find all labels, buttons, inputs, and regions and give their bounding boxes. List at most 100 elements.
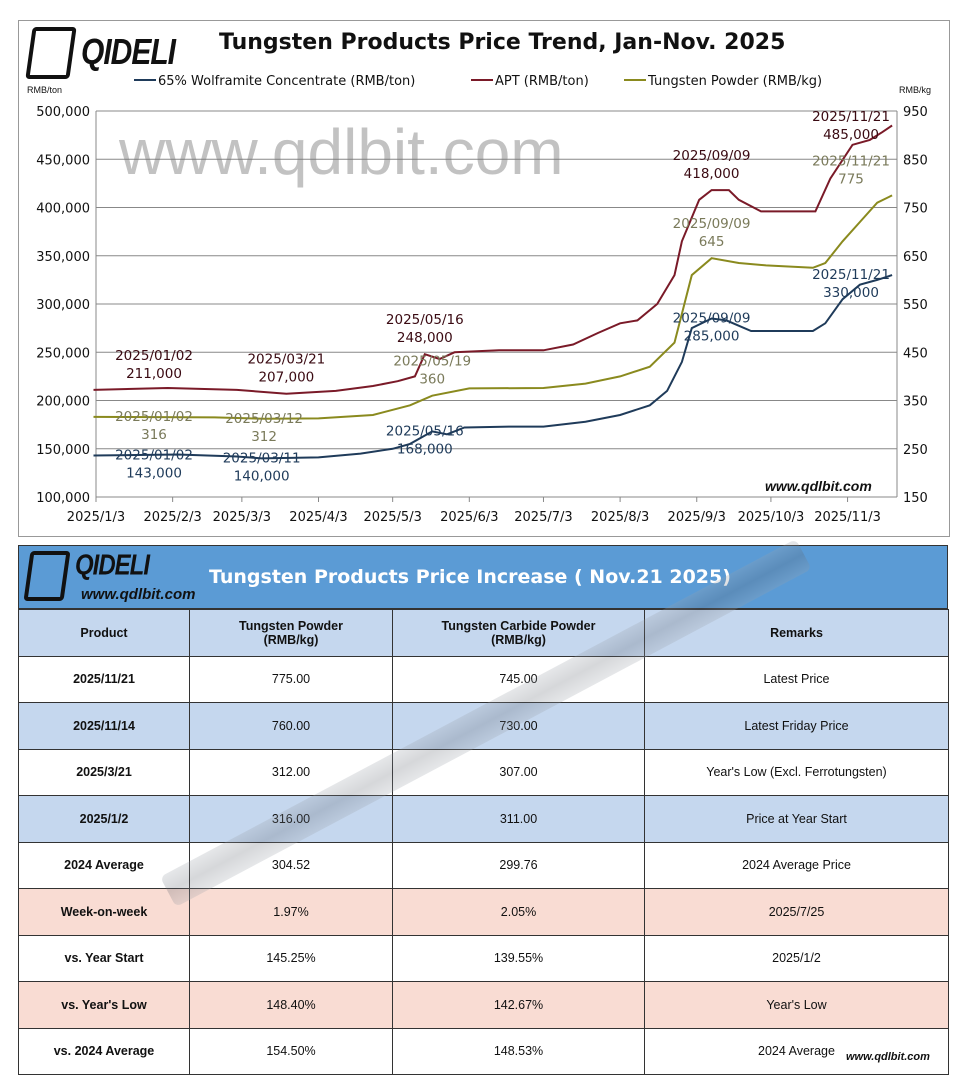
annotation-date: 2025/05/16	[386, 312, 464, 328]
table-cell: 1.97%	[189, 888, 393, 936]
table-row: Week-on-week 1.97% 2.05% 2025/7/25	[18, 888, 949, 936]
table-cell: 2024 Average	[644, 1027, 949, 1075]
table-row: 2025/3/21 312.00 307.00 Year's Low (Excl. F…	[18, 748, 949, 796]
annotation-value: 312	[251, 429, 277, 445]
table-header-row: Product Tungsten Powder (RMB/kg) Tungsten …	[18, 609, 949, 657]
y-tick-right: 350	[903, 395, 928, 410]
price-increase-table: QIDELI www.qdlbit.com Tungsten Products …	[18, 538, 949, 1075]
price-table: Product Tungsten Powder (RMB/kg) Tungsten …	[18, 609, 949, 1075]
column-header: Tungsten Powder (RMB/kg)	[189, 609, 393, 657]
series-line-2	[93, 194, 893, 420]
row-label: vs. 2024 Average	[18, 1027, 190, 1075]
annotation-date: 2025/09/09	[673, 310, 751, 326]
table-cell: Year's Low (Excl. Ferrotungsten)	[644, 748, 949, 796]
y-axis-label-right: RMB/kg	[899, 85, 931, 95]
row-label: 2025/1/2	[18, 795, 190, 843]
table-row: 2025/1/2 316.00 311.00 Price at Year Start	[18, 795, 949, 843]
table-cell: 311.00	[392, 795, 645, 843]
annotation-value: 248,000	[397, 330, 453, 346]
legend-label: Tungsten Powder (RMB/kg)	[647, 74, 822, 89]
qideli-logo: QIDELI	[25, 27, 176, 79]
table-cell: 145.25%	[189, 934, 393, 982]
table-cell: 299.76	[392, 841, 645, 889]
y-tick-left: 300,000	[36, 298, 90, 313]
x-tick-label: 2025/8/3	[591, 510, 649, 525]
price-trend-chart: 100,000 150 150,000 250 200,000 350 250,000 450…	[18, 20, 950, 537]
y-tick-right: 250	[903, 443, 928, 458]
row-label: vs. Year's Low	[18, 981, 190, 1029]
y-axis-label-left: RMB/ton	[27, 85, 62, 95]
legend-label: 65% Wolframite Concentrate (RMB/ton)	[158, 74, 415, 89]
y-tick-right: 150	[903, 491, 928, 506]
x-tick-label: 2025/3/3	[213, 510, 271, 525]
x-tick-label: 2025/5/3	[363, 510, 421, 525]
annotation-date: 2025/03/21	[247, 352, 325, 368]
table-cell: 316.00	[189, 795, 393, 843]
row-label: 2025/11/14	[18, 702, 190, 750]
column-header: Product	[18, 609, 190, 657]
x-tick-label: 2025/1/3	[67, 510, 125, 525]
website-label: www.qdlbit.com	[765, 478, 872, 494]
table-cell: 148.40%	[189, 981, 393, 1029]
annotation-date: 2025/09/09	[673, 148, 751, 164]
logo-mark	[25, 27, 77, 79]
logo-mark	[23, 551, 71, 601]
annotation-date: 2025/01/02	[115, 348, 193, 364]
x-tick-label: 2025/7/3	[514, 510, 572, 525]
row-label: vs. Year Start	[18, 934, 190, 982]
y-tick-left: 400,000	[36, 202, 90, 217]
y-tick-left: 250,000	[36, 346, 90, 361]
y-tick-right: 850	[903, 153, 928, 168]
column-header: Remarks	[644, 609, 949, 657]
table-title: Tungsten Products Price Increase ( Nov.2…	[209, 566, 731, 588]
table-row: vs. 2024 Average 154.50% 148.53% 2024 Avera…	[18, 1027, 949, 1075]
annotation-date: 2025/11/21	[812, 109, 890, 125]
chart-title: Tungsten Products Price Trend, Jan-Nov. …	[219, 30, 786, 55]
table-row: vs. Year's Low 148.40% 142.67% Year's Low	[18, 981, 949, 1029]
y-tick-left: 200,000	[36, 395, 90, 410]
annotation-value: 207,000	[258, 370, 314, 386]
annotation-value: 775	[838, 171, 864, 187]
y-tick-left: 450,000	[36, 153, 90, 168]
website-label: www.qdlbit.com	[81, 586, 196, 603]
table-cell: 730.00	[392, 702, 645, 750]
table-row: 2025/11/14 760.00 730.00 Latest Friday Pric…	[18, 702, 949, 750]
row-label: 2024 Average	[18, 841, 190, 889]
x-tick-label: 2025/11/3	[814, 510, 881, 525]
annotation-value: 285,000	[684, 328, 740, 344]
y-tick-left: 500,000	[36, 105, 90, 120]
table-cell: 154.50%	[189, 1027, 393, 1075]
annotation-value: 143,000	[126, 466, 182, 482]
annotation-date: 2025/03/11	[223, 450, 301, 466]
row-label: Week-on-week	[18, 888, 190, 936]
x-tick-label: 2025/2/3	[143, 510, 201, 525]
annotation-date: 2025/01/02	[115, 409, 193, 425]
logo-text: QIDELI	[75, 549, 150, 582]
series-line-1	[93, 124, 893, 395]
table-cell: 139.55%	[392, 934, 645, 982]
table-cell: Latest Price	[644, 655, 949, 703]
chart-svg: 100,000 150 150,000 250 200,000 350 250,000 450…	[27, 74, 931, 525]
qideli-logo: QIDELI	[23, 549, 150, 601]
annotation-value: 316	[141, 427, 167, 443]
y-tick-right: 450	[903, 346, 928, 361]
table-cell: 745.00	[392, 655, 645, 703]
annotation-value: 330,000	[823, 285, 879, 301]
table-cell: Year's Low	[644, 981, 949, 1029]
table-cell: 304.52	[189, 841, 393, 889]
table-cell: 775.00	[189, 655, 393, 703]
table-title-bar: QIDELI www.qdlbit.com Tungsten Products …	[18, 545, 948, 609]
logo-text: QIDELI	[81, 32, 176, 73]
table-row: 2024 Average 304.52 299.76 2024 Average Pri…	[18, 841, 949, 889]
table-cell: 142.67%	[392, 981, 645, 1029]
row-label: 2025/3/21	[18, 748, 190, 796]
y-tick-right: 550	[903, 298, 928, 313]
table-row: vs. Year Start 145.25% 139.55% 2025/1/2	[18, 934, 949, 982]
y-tick-right: 650	[903, 250, 928, 265]
table-cell: 148.53%	[392, 1027, 645, 1075]
table-cell: 2024 Average Price	[644, 841, 949, 889]
annotation-value: 418,000	[684, 166, 740, 182]
annotation-date: 2025/01/02	[115, 448, 193, 464]
table-cell: 2025/1/2	[644, 934, 949, 982]
table-cell: Latest Friday Price	[644, 702, 949, 750]
